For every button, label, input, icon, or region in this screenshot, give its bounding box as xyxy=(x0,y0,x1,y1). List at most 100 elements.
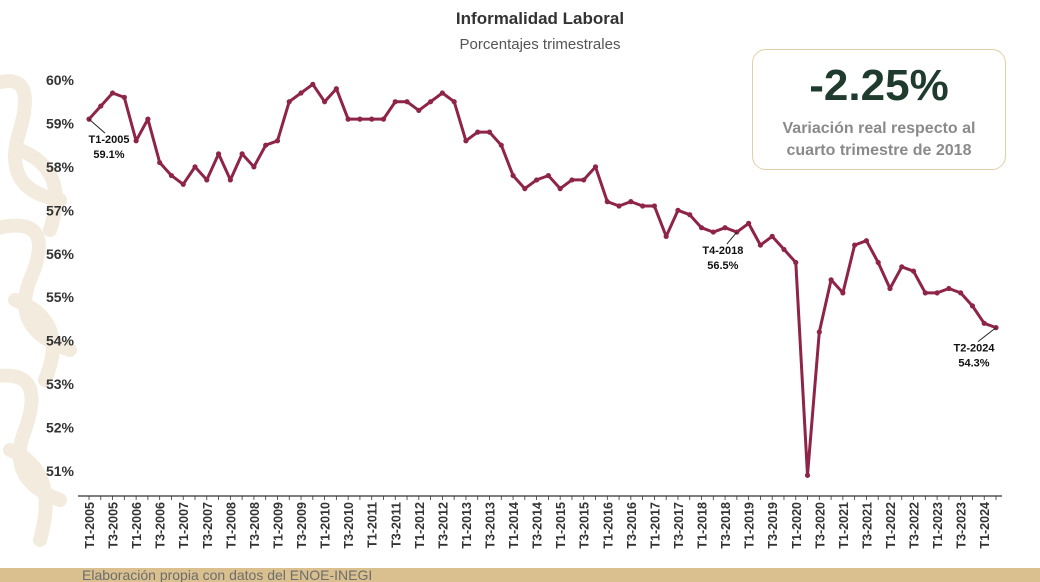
x-tick-label: T3-2008 xyxy=(248,502,262,549)
y-axis: 60% 59% 58% 57% 56% 55% 54% 53% 52% 51% xyxy=(46,72,75,479)
x-tick-label: T1-2022 xyxy=(884,502,898,549)
x-tick-label: T1-2019 xyxy=(743,502,757,549)
data-point xyxy=(486,129,493,135)
data-point xyxy=(557,186,563,192)
data-point xyxy=(345,116,351,122)
x-tick-label: T3-2021 xyxy=(860,502,874,549)
annotation-value: 56.5% xyxy=(707,260,738,272)
x-tick-label: T1-2007 xyxy=(177,502,191,549)
data-point xyxy=(569,177,575,183)
chart-subtitle: Porcentajes trimestrales xyxy=(459,36,621,53)
x-tick-label: T1-2009 xyxy=(271,502,285,549)
data-point xyxy=(628,199,634,205)
data-point xyxy=(227,177,233,183)
annotation-label: T4-2018 xyxy=(702,245,743,257)
annotation-leader xyxy=(726,231,738,245)
x-tick-label: T3-2020 xyxy=(813,502,827,549)
data-point xyxy=(698,225,705,231)
y-tick-label: 60% xyxy=(46,72,75,88)
data-point xyxy=(463,138,469,144)
data-point xyxy=(687,212,693,218)
data-point xyxy=(357,116,363,122)
data-point xyxy=(215,151,222,157)
data-point xyxy=(451,99,457,105)
x-tick-label: T3-2015 xyxy=(578,502,592,549)
data-point xyxy=(98,103,104,109)
x-tick-label: T3-2023 xyxy=(955,502,969,549)
data-point xyxy=(581,177,587,183)
y-tick-label: 58% xyxy=(46,159,75,175)
data-point xyxy=(934,290,940,296)
data-point xyxy=(710,229,716,235)
x-tick-label: T1-2005 xyxy=(83,502,97,549)
kpi-description: Variación real respecto al cuarto trimes… xyxy=(782,120,976,159)
data-point xyxy=(816,329,822,335)
chart-title: Informalidad Laboral xyxy=(455,9,625,28)
x-tick-label: T1-2020 xyxy=(790,502,804,549)
data-point xyxy=(804,472,811,478)
x-tick-label: T1-2017 xyxy=(648,502,662,549)
data-point xyxy=(427,99,434,105)
data-point xyxy=(958,290,964,296)
data-point xyxy=(887,285,893,292)
data-point xyxy=(922,290,928,296)
data-point xyxy=(510,172,516,179)
data-point xyxy=(769,233,775,239)
annotation-value: 54.3% xyxy=(958,358,989,370)
y-tick-label: 54% xyxy=(46,333,75,349)
series-line xyxy=(87,82,997,477)
x-tick-label: T3-2011 xyxy=(389,502,403,548)
data-point xyxy=(675,207,681,213)
x-tick-label: T3-2017 xyxy=(672,502,686,549)
data-point xyxy=(145,116,151,122)
data-point xyxy=(380,116,387,122)
data-point xyxy=(592,164,599,170)
x-tick-label: T1-2021 xyxy=(837,502,851,549)
data-point xyxy=(840,290,846,296)
x-tick-label: T1-2010 xyxy=(319,502,333,549)
footer-bar: Elaboración propia con datos del ENOE-IN… xyxy=(0,568,1040,582)
data-point xyxy=(239,151,245,157)
y-tick-label: 51% xyxy=(46,463,75,479)
x-tick-label: T1-2023 xyxy=(931,502,945,549)
x-tick-label: T3-2014 xyxy=(531,502,545,549)
data-point xyxy=(121,94,127,100)
data-point xyxy=(828,277,834,283)
x-tick-label: T1-2008 xyxy=(224,502,238,549)
data-point xyxy=(263,142,269,148)
data-point xyxy=(946,285,952,292)
data-point xyxy=(640,203,646,209)
y-tick-label: 57% xyxy=(46,202,75,218)
data-point xyxy=(746,220,752,226)
data-point xyxy=(875,259,881,266)
data-point xyxy=(439,90,445,96)
line-chart: 60% 59% 58% 57% 56% 55% 54% 53% 52% 51% T1-2005 T3… xyxy=(46,72,1002,549)
data-point xyxy=(416,107,422,114)
data-point xyxy=(910,268,917,274)
data-point xyxy=(392,99,398,105)
data-point xyxy=(157,159,163,166)
data-point xyxy=(369,116,375,122)
y-tick-label: 53% xyxy=(46,376,75,392)
x-tick-label: T1-2016 xyxy=(601,502,615,549)
x-tick-label: T1-2018 xyxy=(696,502,710,549)
annotation-label: T2-2024 xyxy=(954,343,996,355)
x-tick-label: T3-2013 xyxy=(483,502,497,549)
data-point xyxy=(981,320,987,326)
footer-source: Elaboración propia con datos del ENOE-IN… xyxy=(82,568,373,582)
y-tick-label: 56% xyxy=(46,246,75,262)
data-point xyxy=(863,238,870,244)
data-point xyxy=(286,99,292,105)
data-point xyxy=(722,225,728,231)
data-point xyxy=(298,90,304,96)
data-point xyxy=(663,233,669,239)
x-tick-label: T3-2006 xyxy=(154,502,168,549)
data-point xyxy=(204,177,210,183)
annotation-value: 59.1% xyxy=(93,149,124,161)
x-tick-label: T1-2015 xyxy=(554,502,568,549)
annotation-leader xyxy=(88,118,106,134)
y-tick-label: 52% xyxy=(46,420,75,436)
x-tick-label: T3-2022 xyxy=(908,502,922,549)
y-tick-label: 55% xyxy=(46,289,75,305)
data-point xyxy=(168,172,175,179)
